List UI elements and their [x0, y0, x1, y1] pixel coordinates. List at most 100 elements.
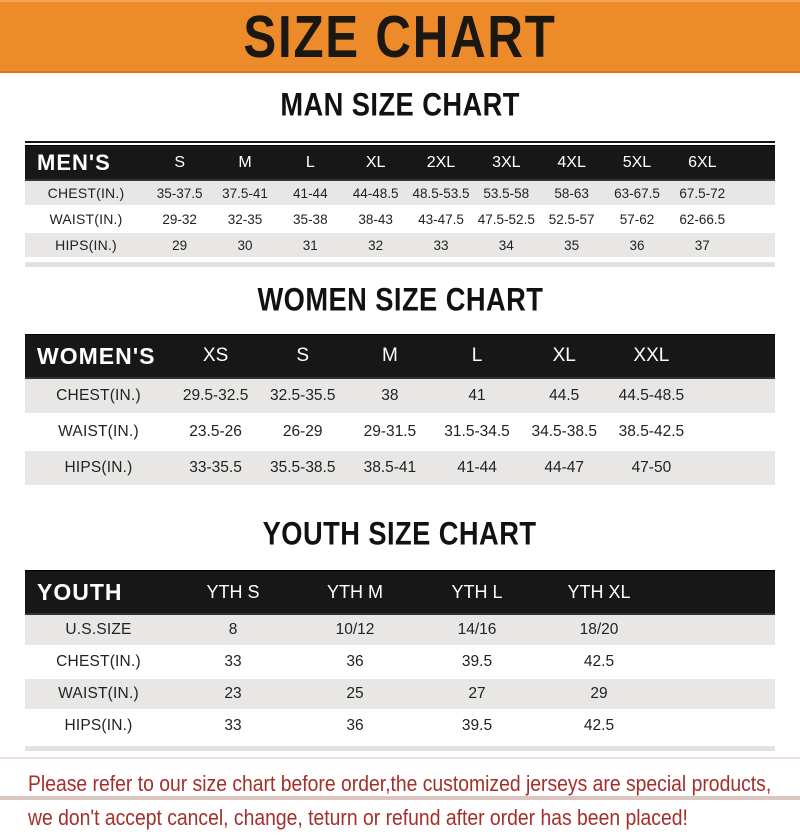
size-value: 25: [294, 678, 416, 711]
table-row: U.S.SIZE 8 10/12 14/16 18/20: [25, 614, 775, 647]
header-spacer: [660, 570, 775, 615]
size-value: 18/20: [538, 614, 660, 647]
size-value: 35.5-38.5: [259, 450, 347, 487]
man-section-heading: MAN SIZE CHART: [0, 73, 800, 141]
size-value: 29-32: [147, 206, 213, 233]
size-value: 63-67.5: [604, 180, 670, 207]
size-value: 29.5-32.5: [172, 378, 260, 415]
column-header: XL: [520, 334, 608, 379]
size-value: 44-48.5: [342, 180, 409, 207]
size-value: 41-44: [277, 180, 343, 207]
table-row: WAIST(IN.) 23.5-26 26-29 29-31.5 31.5-34.5 34…: [25, 414, 775, 451]
size-value: 39.5: [416, 710, 538, 743]
size-value: 44.5: [520, 378, 608, 415]
footer-notice: Please refer to our size chart before or…: [0, 757, 800, 835]
row-spacer: [660, 678, 775, 711]
banner: SIZE CHART: [0, 0, 800, 73]
row-label: CHEST(IN.): [25, 646, 172, 679]
column-header: 6XL: [669, 145, 735, 181]
size-value: 27: [416, 678, 538, 711]
size-value: 38.5-41: [346, 450, 434, 487]
youth-section-heading-text: YOUTH SIZE CHART: [263, 515, 537, 552]
women-table-wrap: WOMEN'S XS S M L XL XXL CHEST(IN.) 29.5-32.5 32.5…: [25, 334, 775, 487]
size-value: 53.5-58: [473, 180, 539, 207]
column-header: 2XL: [408, 145, 474, 181]
size-value: 30: [212, 232, 278, 259]
size-value: 48.5-53.5: [408, 180, 474, 207]
column-header: S: [147, 145, 213, 181]
youth-section-heading: YOUTH SIZE CHART: [0, 487, 800, 570]
size-value: 23.5-26: [172, 414, 260, 451]
size-value: 62-66.5: [669, 206, 735, 233]
table-title-cell: YOUTH: [25, 570, 172, 615]
size-value: 32: [342, 232, 409, 259]
youth-size-chart-section: YOUTH SIZE CHART YOUTH YTH S YTH M YTH L YTH…: [0, 487, 800, 743]
table-row: HIPS(IN.) 33 36 39.5 42.5: [25, 710, 775, 743]
size-value: 33-35.5: [172, 450, 260, 487]
row-spacer: [660, 614, 775, 647]
column-header: L: [277, 145, 343, 181]
table-row: WAIST(IN.) 29-32 32-35 35-38 38-43 43-47.5 47.…: [25, 206, 775, 233]
row-label: U.S.SIZE: [25, 614, 172, 647]
women-size-table: WOMEN'S XS S M L XL XXL CHEST(IN.) 29.5-32.5 32.5…: [25, 334, 775, 487]
size-value: 38: [346, 378, 434, 415]
youth-size-table: YOUTH YTH S YTH M YTH L YTH XL U.S.SIZE 8 10/12…: [25, 570, 775, 743]
size-value: 42.5: [538, 646, 660, 679]
row-label: WAIST(IN.): [25, 678, 172, 711]
size-value: 47-50: [607, 450, 695, 487]
row-label: HIPS(IN.): [25, 710, 172, 743]
footer-notice-line-2: we don't accept cancel, change, teturn o…: [28, 805, 688, 830]
column-header: 5XL: [604, 145, 670, 181]
column-header: S: [259, 334, 347, 379]
men-table-wrap: MEN'S S M L XL 2XL 3XL 4XL 5XL 6XL CHEST(IN.) 35-37…: [25, 141, 775, 259]
column-header: XS: [172, 334, 260, 379]
row-spacer: [660, 710, 775, 743]
size-value: 33: [408, 232, 474, 259]
table-title-cell: WOMEN'S: [25, 334, 172, 379]
table-row: CHEST(IN.) 29.5-32.5 32.5-35.5 38 41 44.5 44.5…: [25, 378, 775, 415]
size-value: 32.5-35.5: [259, 378, 347, 415]
size-value: 26-29: [259, 414, 347, 451]
row-label: HIPS(IN.): [25, 232, 147, 259]
row-spacer: [735, 180, 775, 207]
row-label: WAIST(IN.): [25, 414, 172, 451]
size-value: 38.5-42.5: [607, 414, 695, 451]
size-value: 34.5-38.5: [520, 414, 608, 451]
table-row: HIPS(IN.) 29 30 31 32 33 34 35 36 37: [25, 232, 775, 259]
size-value: 29: [538, 678, 660, 711]
table-row: WAIST(IN.) 23 25 27 29: [25, 678, 775, 711]
row-label: WAIST(IN.): [25, 206, 147, 233]
row-spacer: [695, 378, 775, 415]
man-size-chart-section: MAN SIZE CHART MEN'S S M L XL 2XL 3XL 4XL 5XL 6XL…: [0, 73, 800, 259]
size-value: 41: [433, 378, 521, 415]
size-value: 67.5-72: [669, 180, 735, 207]
size-value: 38-43: [342, 206, 409, 233]
column-header: M: [346, 334, 434, 379]
size-value: 31: [277, 232, 343, 259]
row-spacer: [735, 206, 775, 233]
table-row: CHEST(IN.) 33 36 39.5 42.5: [25, 646, 775, 679]
column-header: YTH S: [172, 570, 294, 615]
row-spacer: [735, 232, 775, 259]
size-value: 31.5-34.5: [433, 414, 521, 451]
size-value: 36: [294, 646, 416, 679]
size-value: 14/16: [416, 614, 538, 647]
column-header: 4XL: [538, 145, 605, 181]
column-header: XL: [342, 145, 409, 181]
column-header: M: [212, 145, 278, 181]
column-header: YTH XL: [538, 570, 660, 615]
size-value: 37: [669, 232, 735, 259]
women-section-heading-text: WOMEN SIZE CHART: [257, 281, 543, 318]
column-header: L: [433, 334, 521, 379]
page-title: SIZE CHART: [243, 3, 557, 70]
youth-table-wrap: YOUTH YTH S YTH M YTH L YTH XL U.S.SIZE 8 10/12…: [25, 570, 775, 743]
header-spacer: [735, 145, 775, 181]
size-value: 10/12: [294, 614, 416, 647]
size-value: 33: [172, 646, 294, 679]
row-label: CHEST(IN.): [25, 378, 172, 415]
man-section-heading-text: MAN SIZE CHART: [280, 86, 520, 123]
row-label: CHEST(IN.): [25, 180, 147, 207]
size-value: 47.5-52.5: [473, 206, 539, 233]
size-value: 29: [147, 232, 213, 259]
